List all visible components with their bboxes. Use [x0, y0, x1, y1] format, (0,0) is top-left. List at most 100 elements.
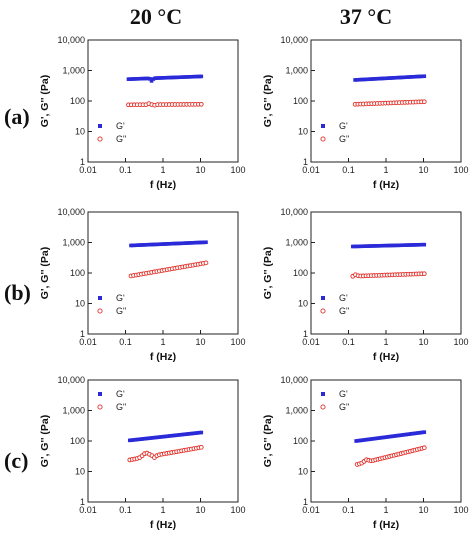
y-axis-label: G', G'' (Pa)	[39, 415, 51, 467]
y-tick-label: 10	[298, 127, 308, 137]
data-point-g-loss	[421, 271, 427, 277]
x-tick-label: 0.01	[79, 165, 97, 175]
series-g-loss	[352, 99, 427, 107]
y-tick-label: 1	[80, 329, 85, 339]
y-tick-label: 1,000	[285, 238, 308, 248]
legend-marker-g-loss	[320, 136, 326, 142]
legend-marker-g-loss	[97, 404, 103, 410]
x-tick-label: 0.1	[342, 505, 355, 515]
plot-frame	[87, 39, 239, 163]
x-tick-label: 0.1	[119, 505, 132, 515]
legend-label: G"	[116, 306, 126, 316]
y-tick-label: 100	[70, 436, 85, 446]
legend: G' G"	[97, 389, 126, 412]
data-point-g-storage	[422, 430, 427, 434]
data-point-g-storage	[422, 242, 427, 247]
y-tick-label: 100	[70, 268, 85, 278]
series-g-loss	[350, 271, 427, 279]
y-tick-label: 10	[75, 299, 85, 309]
data-point-g-storage	[149, 79, 154, 83]
series-g-storage	[126, 74, 204, 83]
legend-marker-g-storage	[321, 296, 325, 300]
y-tick-label: 1,000	[62, 238, 85, 248]
y-tick-label: 10,000	[280, 375, 308, 385]
legend-label: G'	[116, 121, 125, 131]
legend-marker-g-loss	[320, 404, 326, 410]
plot-frame	[310, 211, 462, 335]
series-g-loss	[128, 260, 209, 279]
x-tick-label: 0.01	[302, 505, 320, 515]
chart-b-20C: 0.01 0.1 1 10 100 1 10 100 1,000 10,000 f (Hz) G', …	[39, 207, 246, 363]
x-tick-label: 10	[418, 165, 428, 175]
y-axis-label: G', G'' (Pa)	[262, 415, 274, 467]
x-axis-label: f (Hz)	[150, 179, 176, 191]
y-axis-label: G', G'' (Pa)	[262, 75, 274, 127]
x-tick-label: 100	[453, 505, 468, 515]
chart-a-20C: 0.01 0.1 1 10 100 1 10 100 1,000 10,000 f (Hz) G', …	[39, 35, 246, 191]
data-point-g-loss	[198, 101, 204, 107]
x-axis-label: f (Hz)	[373, 519, 399, 531]
legend-marker-g-storage	[98, 124, 102, 128]
x-tick-label: 100	[230, 337, 245, 347]
row-label-a: (a)	[4, 104, 30, 129]
y-axis-label: G', G'' (Pa)	[39, 247, 51, 299]
plot-frame	[310, 379, 462, 503]
legend-marker-g-storage	[98, 392, 102, 396]
x-tick-label: 100	[230, 505, 245, 515]
legend-label: G"	[339, 306, 349, 316]
y-tick-label: 1,000	[285, 66, 308, 76]
y-tick-label: 10,000	[280, 35, 308, 45]
x-axis-label: f (Hz)	[150, 519, 176, 531]
y-axis-label: G', G'' (Pa)	[262, 247, 274, 299]
series-g-storage	[354, 430, 427, 443]
y-axis-label: G', G'' (Pa)	[39, 75, 51, 127]
y-tick-label: 10,000	[57, 207, 85, 217]
row-label-c: (c)	[4, 448, 28, 473]
series-g-storage	[127, 430, 204, 443]
series-g-loss	[126, 101, 204, 108]
data-point-g-storage	[199, 74, 204, 79]
data-point-g-loss	[198, 444, 204, 450]
data-point-g-storage	[199, 430, 204, 435]
series-g-loss	[127, 444, 204, 463]
y-tick-label: 1,000	[62, 406, 85, 416]
column-title-37c: 37 °C	[340, 4, 392, 29]
x-tick-label: 0.01	[79, 337, 97, 347]
series-g-storage	[129, 240, 208, 248]
y-tick-label: 10	[75, 127, 85, 137]
x-tick-label: 0.1	[342, 337, 355, 347]
y-tick-label: 10,000	[57, 35, 85, 45]
series-g-storage	[353, 74, 427, 82]
x-tick-label: 0.01	[302, 337, 320, 347]
x-tick-label: 1	[160, 505, 165, 515]
y-tick-label: 10	[298, 467, 308, 477]
legend-label: G"	[116, 134, 126, 144]
data-point-g-loss	[421, 99, 427, 105]
legend-label: G'	[339, 389, 348, 399]
legend: G' G"	[97, 121, 126, 144]
legend-marker-g-storage	[98, 296, 102, 300]
x-tick-label: 0.01	[302, 165, 320, 175]
chart-panels: 0.01 0.1 1 10 100 1 10 100 1,000 10,000 f (Hz) G', …	[39, 35, 469, 531]
data-point-g-storage	[147, 77, 152, 81]
series-g-storage	[350, 242, 427, 249]
y-tick-label: 1	[303, 497, 308, 507]
column-title-20c: 20 °C	[130, 4, 182, 29]
x-tick-label: 100	[453, 337, 468, 347]
chart-a-37C: 0.01 0.1 1 10 100 1 10 100 1,000 10,000 f (Hz) G', …	[262, 35, 469, 191]
x-tick-label: 1	[383, 505, 388, 515]
chart-b-37C: 0.01 0.1 1 10 100 1 10 100 1,000 10,000 f (Hz) G', …	[262, 207, 469, 363]
y-tick-label: 10,000	[280, 207, 308, 217]
y-tick-label: 1	[80, 157, 85, 167]
series-g-loss	[354, 445, 427, 467]
data-point-g-loss	[421, 445, 427, 451]
x-tick-label: 10	[195, 505, 205, 515]
legend: G' G"	[320, 293, 349, 316]
y-tick-label: 100	[293, 96, 308, 106]
y-tick-label: 1	[303, 329, 308, 339]
x-tick-label: 1	[160, 165, 165, 175]
chart-c-37C: 0.01 0.1 1 10 100 1 10 100 1,000 10,000 f (Hz) G', …	[262, 375, 469, 531]
x-tick-label: 1	[160, 337, 165, 347]
x-tick-label: 100	[453, 165, 468, 175]
